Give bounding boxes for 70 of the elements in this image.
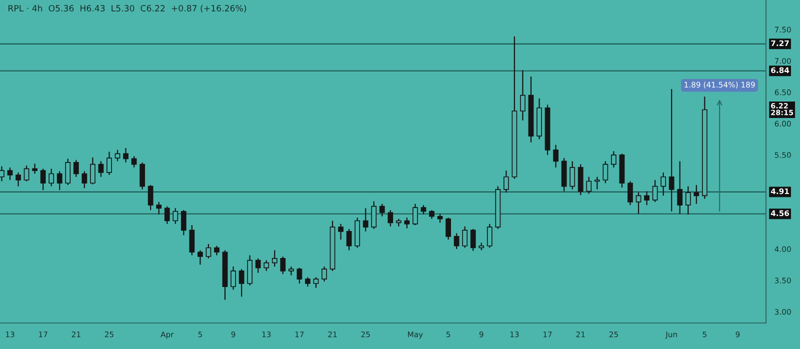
candlestick: [198, 250, 203, 266]
candlestick: [7, 166, 13, 181]
candlestick: [338, 223, 344, 240]
candlestick: [296, 267, 302, 284]
candlestick: [189, 224, 195, 256]
candlestick: [454, 232, 460, 250]
candlestick: [594, 176, 600, 190]
candlestick: [73, 159, 79, 178]
candlestick: [570, 160, 576, 190]
candlestick: [148, 184, 154, 211]
candlestick: [371, 200, 377, 230]
candlestick: [553, 144, 558, 168]
candlestick: [32, 163, 38, 174]
candlestick: [420, 204, 426, 216]
candlestick: [65, 158, 71, 186]
candlestick: [206, 243, 212, 259]
candlestick: [48, 168, 54, 187]
candlestick: [255, 258, 261, 274]
candlestick: [56, 170, 62, 191]
candlestick: [379, 203, 385, 217]
candlestick: [578, 164, 584, 196]
candlestick: [586, 176, 592, 194]
candlestick: [114, 149, 120, 162]
candlestick: [40, 168, 46, 191]
candlestick: [247, 254, 253, 286]
candlestick: [156, 201, 162, 216]
candlestick: [164, 206, 170, 224]
candlestick: [685, 186, 691, 216]
candlestick: [503, 170, 509, 194]
candlestick: [322, 266, 327, 282]
candlestick: [16, 172, 21, 187]
candlestick: [644, 190, 650, 206]
text: RPL · 4h O5.36 H6.43 L5.30 C6.22 +0.87 (+16.26%): [8, 4, 246, 13]
candlestick: [214, 245, 220, 256]
candlestick: [346, 228, 352, 251]
candlestick: [668, 88, 674, 212]
candlestick: [280, 256, 286, 275]
candlestick: [446, 217, 451, 240]
candlestick: [462, 226, 468, 248]
candlestick: [636, 192, 642, 214]
candlestick: [652, 179, 658, 203]
candlestick: [238, 268, 244, 298]
candlestick: [412, 203, 418, 226]
candlestick: [628, 180, 633, 206]
candlestick: [272, 250, 278, 268]
candlestick: [305, 276, 310, 288]
candlestick: [180, 210, 186, 236]
candlestick: [123, 147, 128, 163]
candlestick: [611, 150, 616, 168]
candlestick: [677, 160, 683, 214]
candlestick: [388, 210, 394, 227]
candlestick: [106, 151, 112, 176]
candlestick: [24, 165, 30, 182]
candlestick: [172, 208, 178, 224]
candlestick: [313, 276, 319, 288]
candlestick: [694, 184, 700, 204]
candlestick: [0, 166, 4, 182]
candlestick: [82, 170, 88, 189]
candlestick: [230, 266, 236, 290]
candlestick: [140, 162, 146, 190]
candlestick: [602, 160, 608, 184]
candlestick: [520, 70, 526, 121]
candlestick: [98, 160, 104, 178]
candlestick: [90, 156, 96, 185]
candlestick: [660, 172, 666, 196]
candlestick: [470, 228, 476, 252]
candlestick: [264, 260, 270, 272]
candlestick: [362, 208, 368, 232]
candlestick: [404, 217, 410, 229]
candlestick: [486, 223, 492, 248]
